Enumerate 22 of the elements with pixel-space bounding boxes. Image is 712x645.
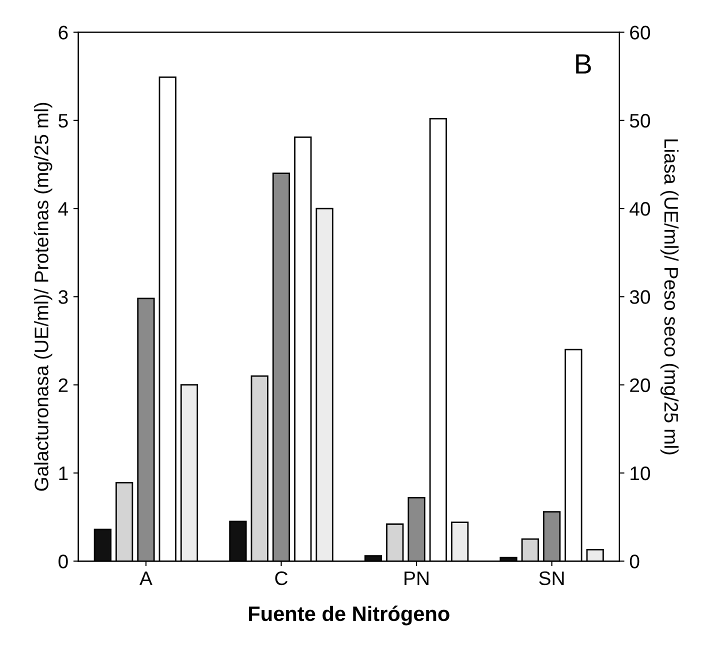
y-tick-label: 4 [58,202,68,216]
y2-tick-label: 0 [630,554,640,568]
y2-tick-label: 40 [630,202,650,216]
y-axis-title: Galacturonasa (UE/ml)/ Proteínas (mg/25 ml) [34,102,52,491]
y2-tick-label: 30 [630,290,650,304]
y-tick-label: 6 [58,26,68,40]
annotation: B [576,54,591,74]
y2-tick-label: 10 [630,466,650,480]
y-tick-label: 3 [58,290,68,304]
y-tick-label: 5 [58,114,68,128]
x-tick-label: SN [539,571,564,586]
y-tick-label: 0 [58,554,68,568]
y2-tick-label: 60 [630,26,650,40]
x-tick-label: C [275,571,288,586]
y2-tick-label: 20 [630,378,650,392]
x-tick-label: A [140,572,152,585]
x-tick-label: PN [404,572,428,585]
y-tick-label: 1 [59,466,68,480]
y2-tick-label: 50 [630,114,650,128]
y2-axis-title: Liasa (UE/ml)/ Peso seco (mg/25 ml) [660,139,679,454]
x-axis-title: Fuente de Nitrógeno [249,606,450,626]
y-tick-label: 2 [58,378,68,392]
